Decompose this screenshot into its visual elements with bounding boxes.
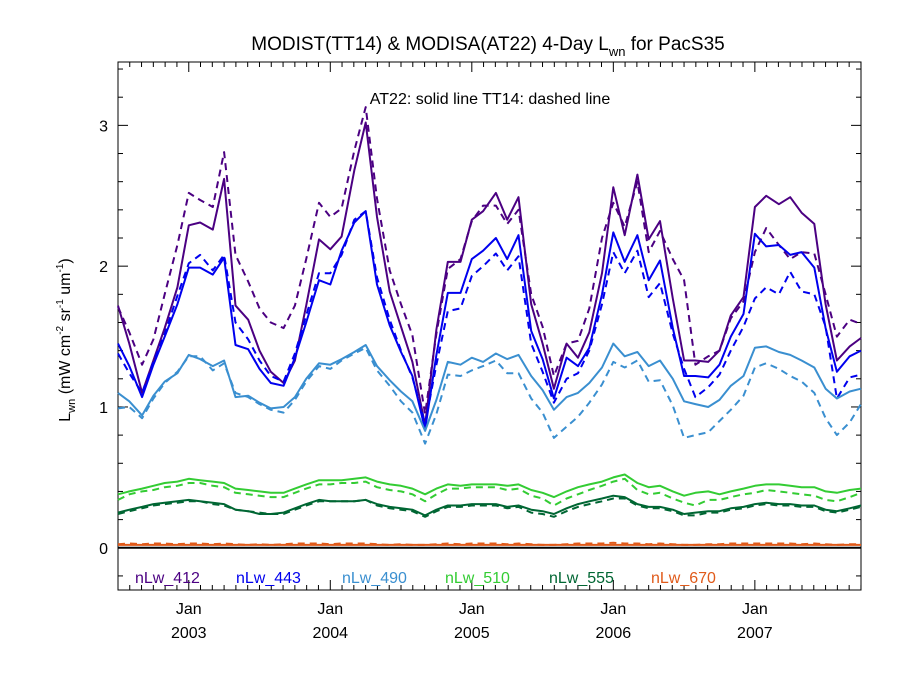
series-line-nlw-555-tt14 bbox=[117, 497, 862, 518]
x-tick-label-year: 2007 bbox=[737, 625, 773, 642]
ylabel-subscript: wn bbox=[66, 399, 78, 414]
series-line-nlw-555 bbox=[117, 494, 862, 517]
series-line-nlw-670-tt14 bbox=[117, 541, 861, 546]
series-line-nlw-510 bbox=[117, 473, 862, 499]
ylabel-sr: sr bbox=[57, 307, 74, 325]
series-line-nlw-510-tt14 bbox=[117, 477, 862, 507]
ylabel-um: um bbox=[57, 273, 74, 300]
x-tick-label-month: Jan bbox=[742, 601, 768, 618]
plot-frame bbox=[117, 61, 862, 591]
series-line-nlw-490 bbox=[117, 342, 862, 432]
legend-item-nlw-412: nLw_412 bbox=[135, 570, 200, 587]
svg-text:MODIST(TT14) & MODISA(AT22) 4-: MODIST(TT14) & MODISA(AT22) 4-Day Lwn fo… bbox=[251, 34, 724, 59]
series-line-nlw-443-tt14 bbox=[117, 210, 862, 425]
ylabel-main: L bbox=[57, 413, 74, 422]
x-tick-label-year: 2004 bbox=[312, 625, 348, 642]
x-tick-label-month: Jan bbox=[317, 601, 343, 618]
x-tick-label-year: 2006 bbox=[596, 625, 632, 642]
series-line-nlw-412 bbox=[117, 121, 862, 427]
legend-item-nlw-510: nLw_510 bbox=[445, 570, 510, 587]
legend-item-nlw-490: nLw_490 bbox=[342, 570, 407, 587]
x-tick-label-year: 2003 bbox=[171, 625, 207, 642]
y-tick-label: 0 bbox=[99, 541, 108, 558]
x-tick-label-year: 2005 bbox=[454, 625, 490, 642]
legend-item-nlw-443: nLw_443 bbox=[236, 570, 301, 587]
y-tick-label: 3 bbox=[99, 118, 108, 135]
ylabel-units: (mW cm bbox=[57, 335, 74, 399]
ylabel-exp-um: -1 bbox=[55, 263, 66, 272]
title-subscript: wn bbox=[608, 44, 626, 59]
y-axis-label: Lwn (mW cm-2 sr-1 um-1) bbox=[55, 258, 78, 421]
x-tick-label-month: Jan bbox=[459, 601, 485, 618]
ylabel-exp-cm: -2 bbox=[55, 325, 66, 334]
chart-title: MODIST(TT14) & MODISA(AT22) 4-Day Lwn fo… bbox=[251, 34, 724, 59]
plot-area: 0 1 2 3 Jan 2003 Jan 2004 Jan 2005 Jan 2006 Jan 2007 n… bbox=[99, 61, 862, 642]
series-line-nlw-443 bbox=[117, 210, 862, 431]
y-tick-label: 1 bbox=[99, 400, 108, 417]
ylabel-exp-sr: -1 bbox=[55, 299, 66, 308]
series-line-nlw-490-tt14 bbox=[117, 346, 862, 445]
ylabel-close: ) bbox=[57, 258, 74, 263]
legend-item-nlw-555: nLw_555 bbox=[549, 570, 614, 587]
x-tick-label-month: Jan bbox=[176, 601, 202, 618]
x-tick-label-month: Jan bbox=[600, 601, 626, 618]
title-tail: for PacS35 bbox=[625, 34, 724, 55]
svg-text:Lwn (mW cm-2 sr-1 um-1): Lwn (mW cm-2 sr-1 um-1) bbox=[55, 258, 78, 421]
line-style-annotation: AT22: solid line TT14: dashed line bbox=[370, 91, 611, 108]
legend-item-nlw-670: nLw_670 bbox=[651, 570, 716, 587]
series-line-nlw-412-tt14 bbox=[117, 106, 862, 415]
y-tick-label: 2 bbox=[99, 259, 108, 276]
title-main: MODIST(TT14) & MODISA(AT22) 4-Day L bbox=[251, 34, 609, 55]
